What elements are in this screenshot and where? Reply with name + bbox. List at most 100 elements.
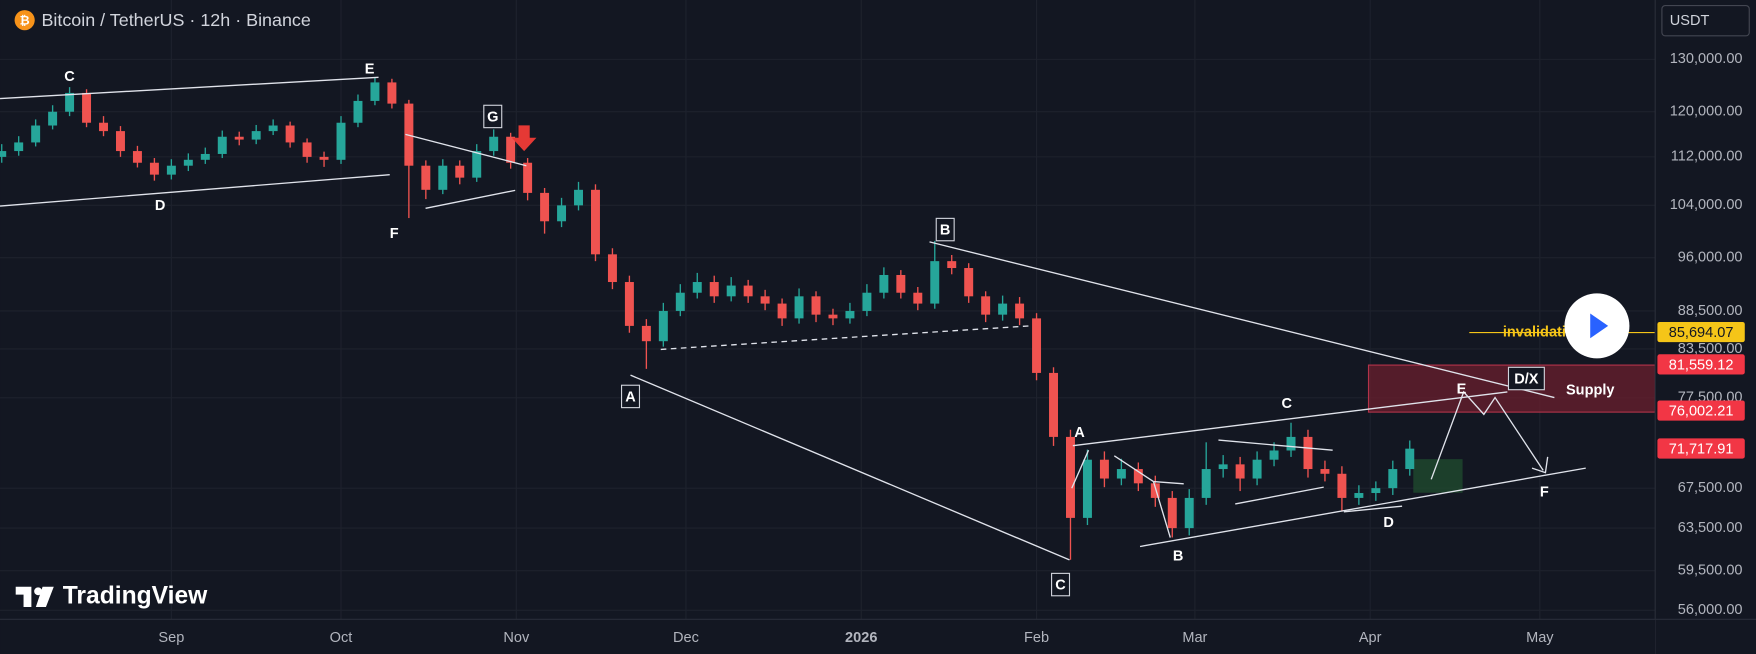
y-tick-label: 83,500.00 [1678,341,1743,357]
candle-body [82,92,92,123]
candle-body [65,92,75,112]
trendline [1072,391,1508,447]
y-tick-label: 88,500.00 [1678,303,1743,319]
candle-body [183,159,193,166]
x-tick-label: Dec [673,630,699,646]
wave-label-box [620,384,641,409]
candle-body [743,285,753,297]
play-button[interactable] [1564,293,1630,359]
coin-icon-glyph: ₿ [20,14,30,28]
candle-body [879,274,889,293]
trendline [0,174,390,207]
trendline [1343,505,1403,513]
candle-body [947,261,957,269]
candle-body [31,125,41,143]
trendline [0,76,379,100]
candle-body [760,296,770,304]
candle-body [930,261,940,304]
logo-mark [35,586,54,607]
target-zone [1413,459,1463,493]
candle-body [99,122,108,132]
trendline [660,325,1031,351]
trendline [929,241,1555,399]
candle-body [624,282,634,326]
y-tick-label: 104,000.00 [1670,197,1743,213]
y-tick-label: 96,000.00 [1678,250,1743,266]
candle-body [1286,436,1296,451]
candle-body [845,310,855,319]
candle-body [149,162,159,175]
candle-body [964,268,974,297]
candle-body [370,82,380,101]
price-tag-label: 81,559.12 [1669,357,1734,373]
currency-box[interactable] [1661,5,1750,37]
candle-body [455,165,465,178]
candle-body [1015,303,1025,319]
candle-body [1116,469,1126,479]
trendline [1152,481,1171,538]
x-tick-label: Mar [1182,630,1207,646]
trendline [405,133,527,167]
candle-body [709,282,719,297]
candle-body [1235,464,1245,479]
y-tick-label: 63,500.00 [1678,520,1743,536]
candle-body [132,151,142,163]
candle-body [1388,469,1398,489]
candle-body [115,131,125,152]
candle-body [692,282,702,293]
trendline [630,374,1070,561]
candle-body [981,296,991,315]
candle-body [913,292,923,304]
play-icon[interactable] [1590,313,1609,339]
candle-body [1184,497,1194,529]
candle-body [251,131,261,140]
y-tick-label: 67,500.00 [1678,480,1743,496]
price-tag [1657,321,1745,343]
x-tick-label: Nov [503,630,530,646]
currency-button[interactable]: USDT [1661,5,1750,37]
axis-labels: 130,000.00 120,000.00 112,000.00 104,000.00… [158,51,1742,646]
x-tick-label: 2026 [845,630,877,646]
candle-body [675,292,685,311]
candle-body [387,82,397,104]
candle-body [336,122,346,160]
candle-body [200,153,210,160]
projection-arrowhead [1531,456,1549,474]
wave-label-box [1051,572,1071,597]
wave-label: F [390,226,399,242]
y-tick-label: 112,000.00 [1671,149,1743,165]
trendline [1218,439,1333,451]
candle-body [1371,488,1381,494]
y-tick-label: 56,000.00 [1678,602,1743,618]
candle-body [726,285,736,297]
candle-body [1320,469,1330,474]
wave-label: C [1055,578,1066,594]
candle-body [1269,450,1279,460]
wave-label: E [365,61,375,77]
candle-body [472,151,482,178]
x-tick-label: Sep [158,630,184,646]
logo-mark [15,586,32,607]
candle-body [794,296,804,319]
y-tick-label: 130,000.00 [1670,51,1743,67]
price-tag [1657,438,1745,459]
candle-body [421,165,431,190]
candle-body [777,303,787,319]
signal-arrow [511,125,537,152]
price-tags: 85,694.07 81,559.12 76,002.21 71,717.91 [1657,321,1745,459]
y-tick-label: 120,000.00 [1670,104,1743,120]
candle-body [1049,372,1058,437]
wave-label: G [487,109,498,125]
candle-body [0,151,7,157]
candle-body [1337,473,1347,498]
candle-body [489,136,499,152]
x-tick-label: Apr [1359,630,1382,646]
wave-label-box [1507,366,1545,391]
projection-path [1430,390,1544,480]
currency-label[interactable]: USDT [1670,13,1710,29]
x-tick-label: Feb [1024,630,1049,646]
candle-body [540,192,550,222]
candle-body [1354,493,1364,498]
price-tag [1657,354,1745,375]
